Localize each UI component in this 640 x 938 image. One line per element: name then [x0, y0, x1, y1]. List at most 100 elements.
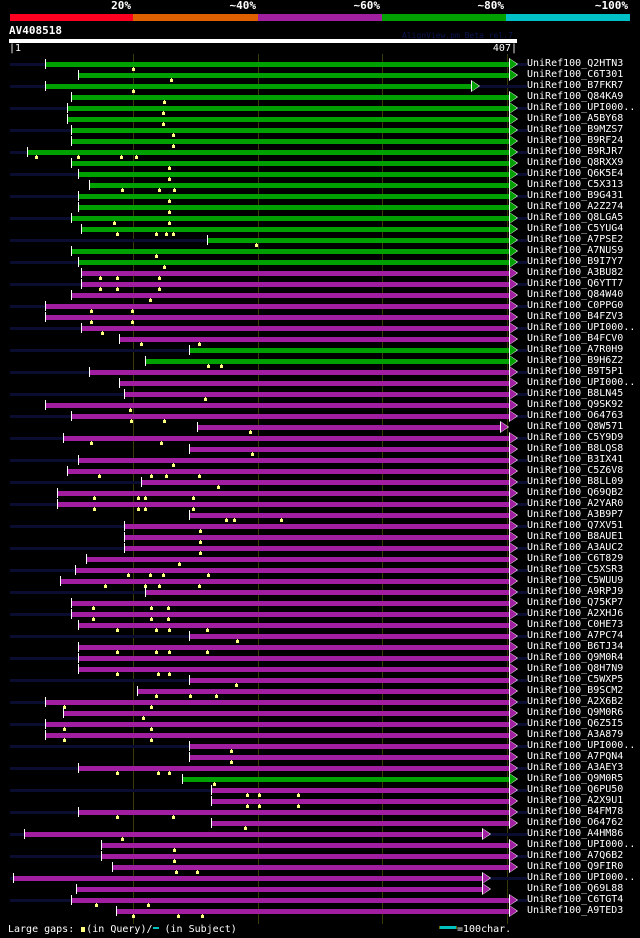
query-gap-marker-icon: [162, 122, 166, 126]
hit-label[interactable]: UniRef100_B4FCV0: [527, 333, 624, 344]
hit-label[interactable]: UniRef100_Q8LGA5: [527, 212, 624, 223]
hit-label[interactable]: UniRef100_A3A879: [527, 729, 624, 740]
hit-label[interactable]: UniRef100_A2XHJ6: [527, 608, 624, 619]
query-gap-marker-icon: [168, 210, 172, 214]
hit-label[interactable]: UniRef100_B8LQS8: [527, 443, 624, 454]
hit-label[interactable]: UniRef100_Q9FIR0: [527, 861, 624, 872]
hit-label[interactable]: UniRef100_Q75KP7: [527, 597, 624, 608]
hit-label[interactable]: UniRef100_UPI000..: [527, 102, 636, 113]
hit-label[interactable]: UniRef100_Q6YTT7: [527, 278, 624, 289]
hit-label[interactable]: UniRef100_A2X9U1: [527, 795, 624, 806]
query-gap-marker-icon: [205, 650, 209, 654]
hit-label[interactable]: UniRef100_C0PPG0: [527, 300, 624, 311]
hit-label[interactable]: UniRef100_UPI000..: [527, 872, 636, 883]
hit-label[interactable]: UniRef100_C6T301: [527, 69, 624, 80]
hit-label[interactable]: UniRef100_B9T5P1: [527, 366, 624, 377]
query-gap-marker-icon: [168, 771, 172, 775]
hit-label[interactable]: UniRef100_Q69L88: [527, 883, 624, 894]
hit-label[interactable]: UniRef100_Q7XV51: [527, 520, 624, 531]
hit-label[interactable]: UniRef100_Q9M0R5: [527, 773, 624, 784]
hit-label[interactable]: UniRef100_A2Z274: [527, 201, 624, 212]
hit-label[interactable]: UniRef100_UPI000..: [527, 839, 636, 850]
hit-label[interactable]: UniRef100_B9SCM2: [527, 685, 624, 696]
hit-label[interactable]: UniRef100_B9G431: [527, 190, 624, 201]
hit-label[interactable]: UniRef100_Q2HTN3: [527, 58, 624, 69]
query-gap-marker-icon: [189, 694, 193, 698]
hit-label[interactable]: UniRef100_Q8RXX9: [527, 157, 624, 168]
hit-label[interactable]: UniRef100_Q69QB2: [527, 487, 624, 498]
hit-label[interactable]: UniRef100_B6TJ34: [527, 641, 624, 652]
hit-label[interactable]: UniRef100_B9I7Y7: [527, 256, 624, 267]
hit-label[interactable]: UniRef100_A7NUS9: [527, 245, 624, 256]
hit-label[interactable]: UniRef100_Q84KA9: [527, 91, 624, 102]
hit-label[interactable]: UniRef100_C5WXP5: [527, 674, 624, 685]
hit-label[interactable]: UniRef100_A7PC74: [527, 630, 624, 641]
alignment-start-tick: [71, 411, 73, 421]
hit-label[interactable]: UniRef100_UPI000..: [527, 322, 636, 333]
hit-label[interactable]: UniRef100_B4FM78: [527, 806, 624, 817]
hit-label[interactable]: UniRef100_B9MZS7: [527, 124, 624, 135]
hit-label[interactable]: UniRef100_UPI000..: [527, 377, 636, 388]
hit-label[interactable]: UniRef100_A4HM86: [527, 828, 624, 839]
hit-label[interactable]: UniRef100_Q9SK92: [527, 399, 624, 410]
hit-label[interactable]: UniRef100_B8LN45: [527, 388, 624, 399]
hit-label[interactable]: UniRef100_Q8H7N9: [527, 663, 624, 674]
hit-label[interactable]: UniRef100_A2YAR0: [527, 498, 624, 509]
hit-label[interactable]: UniRef100_C6T829: [527, 553, 624, 564]
query-gap-marker-icon: [95, 903, 99, 907]
hit-label[interactable]: UniRef100_B8LL09: [527, 476, 624, 487]
hit-label[interactable]: UniRef100_A7R0H9: [527, 344, 624, 355]
hit-label[interactable]: UniRef100_A7PSE2: [527, 234, 624, 245]
hit-label[interactable]: UniRef100_Q8W571: [527, 421, 624, 432]
arrow-end-icon: [510, 730, 517, 740]
hit-label[interactable]: UniRef100_Q84W40: [527, 289, 624, 300]
hit-label[interactable]: UniRef100_Q9M0R6: [527, 707, 624, 718]
hit-label[interactable]: UniRef100_C0HE73: [527, 619, 624, 630]
hit-label[interactable]: UniRef100_Q6K5E4: [527, 168, 624, 179]
hit-label[interactable]: UniRef100_A9RPJ9: [527, 586, 624, 597]
hit-label[interactable]: UniRef100_A3BU82: [527, 267, 624, 278]
hit-label[interactable]: UniRef100_UPI000..: [527, 740, 636, 751]
hit-label[interactable]: UniRef100_A2X6B2: [527, 696, 624, 707]
hit-label[interactable]: UniRef100_B9H6Z2: [527, 355, 624, 366]
alignment-bar: [77, 623, 510, 628]
query-gap-marker-icon: [163, 419, 167, 423]
hit-label[interactable]: UniRef100_A3AUC2: [527, 542, 624, 553]
hit-label[interactable]: UniRef100_A9TED3: [527, 905, 624, 916]
hit-label[interactable]: UniRef100_B7FKR7: [527, 80, 624, 91]
hit-label[interactable]: UniRef100_B3IX41: [527, 454, 624, 465]
query-gap-marker-icon: [154, 694, 158, 698]
hit-label[interactable]: UniRef100_B4FZV3: [527, 311, 624, 322]
hit-label[interactable]: UniRef100_C6TGT4: [527, 894, 624, 905]
hit-label[interactable]: UniRef100_C5Y9D9: [527, 432, 624, 443]
query-gap-marker-icon: [191, 507, 195, 511]
hit-label[interactable]: UniRef100_B9RJR7: [527, 146, 624, 157]
hit-label[interactable]: UniRef100_O64763: [527, 410, 624, 421]
hit-label[interactable]: UniRef100_A5BY68: [527, 113, 624, 124]
hit-label[interactable]: UniRef100_A3AEY3: [527, 762, 624, 773]
arrow-end-icon: [510, 697, 517, 707]
query-gap-marker-icon: [143, 496, 147, 500]
hit-label[interactable]: UniRef100_Q9M0R4: [527, 652, 624, 663]
query-gap-marker-icon: [116, 287, 120, 291]
hit-label[interactable]: UniRef100_C5WUU9: [527, 575, 624, 586]
hit-label[interactable]: UniRef100_Q6Z5I5: [527, 718, 624, 729]
query-gap-marker-icon: [63, 727, 67, 731]
hit-label[interactable]: UniRef100_A7PQN4: [527, 751, 624, 762]
alignment-bar: [144, 590, 510, 595]
hit-label[interactable]: UniRef100_B9RF24: [527, 135, 624, 146]
hit-label[interactable]: UniRef100_B8AUE1: [527, 531, 624, 542]
hit-label[interactable]: UniRef100_C5Z6V8: [527, 465, 624, 476]
alignment-bar: [140, 480, 510, 485]
query-gap-marker-icon: [255, 243, 259, 247]
hit-label[interactable]: UniRef100_C5XSR3: [527, 564, 624, 575]
alignment-start-tick: [189, 345, 191, 355]
hit-label[interactable]: UniRef100_Q6PU50: [527, 784, 624, 795]
hit-label[interactable]: UniRef100_A3B9P7: [527, 509, 624, 520]
hit-label[interactable]: UniRef100_C5YUG4: [527, 223, 624, 234]
hit-label[interactable]: UniRef100_A7Q6B2: [527, 850, 624, 861]
alignment-bar: [137, 689, 510, 694]
alignment-bar: [181, 777, 510, 782]
hit-label[interactable]: UniRef100_O64762: [527, 817, 624, 828]
hit-label[interactable]: UniRef100_C5X313: [527, 179, 624, 190]
